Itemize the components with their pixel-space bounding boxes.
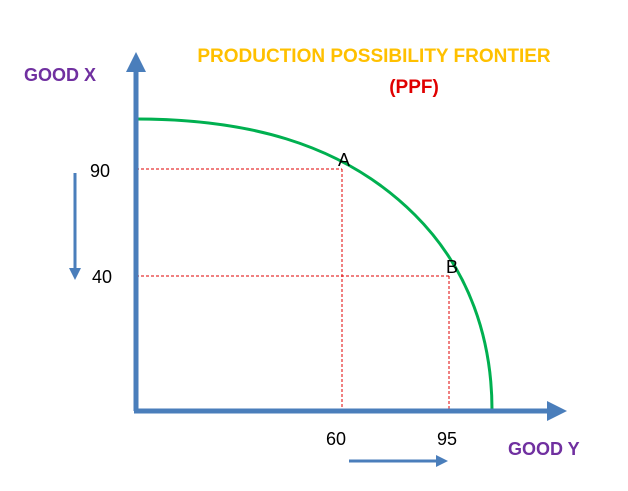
diagram-subtitle: (PPF)	[389, 77, 439, 98]
y-tick-label: 90	[90, 161, 110, 181]
diagram-title: PRODUCTION POSSIBILITY FRONTIER	[197, 46, 551, 67]
y-axis-label: GOOD X	[24, 65, 96, 85]
point-label-a: A	[338, 150, 350, 170]
x-axis-label: GOOD Y	[508, 439, 580, 459]
point-label-b: B	[446, 257, 458, 277]
ppf-curve	[135, 117, 494, 411]
x-tick-label: 60	[326, 429, 346, 449]
y-tick-label: 40	[92, 267, 112, 287]
x-tick-label: 95	[437, 429, 457, 449]
